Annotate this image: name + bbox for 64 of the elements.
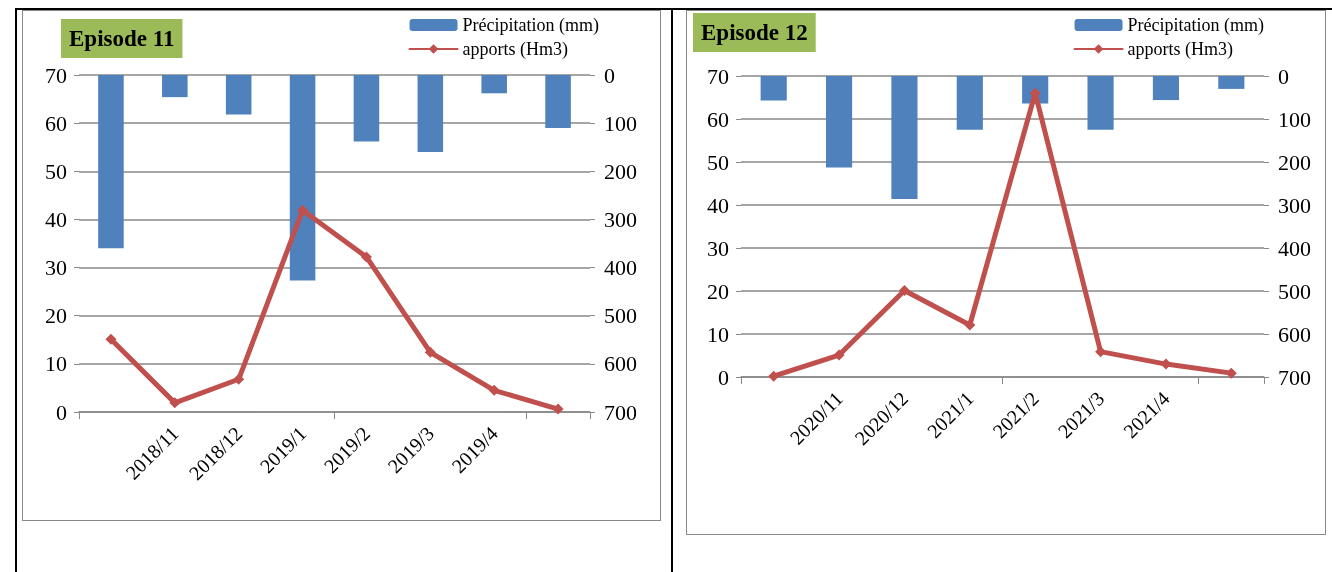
y2-tick-label: 600 [604,351,637,377]
bar [481,75,507,94]
point [898,285,910,297]
bar [417,75,444,153]
y-tick-label: 50 [45,158,67,184]
y2-tick-label: 700 [604,399,637,425]
point [424,346,436,358]
y2-tick-label: 0 [604,62,615,88]
chart-title: Episode 11 [69,26,175,51]
y-tick-label: 70 [707,63,729,89]
point [488,384,500,396]
y2-tick-label: 500 [1278,278,1311,304]
y-tick-label: 40 [707,192,729,218]
y-tick-label: 0 [718,364,729,390]
y-tick-label: 10 [707,321,729,347]
bar [825,76,853,168]
bar [353,75,380,142]
point [105,333,117,345]
y2-tick-label: 300 [1278,192,1311,218]
point [233,373,245,385]
y2-tick-label: 500 [604,303,637,329]
bar [162,75,188,98]
y2-tick-label: 300 [604,206,637,232]
y-tick-label: 10 [45,351,67,377]
legend-label: Précipitation (mm) [462,15,600,36]
y-tick-label: 60 [707,106,729,132]
legend-label: apports (Hm3) [1127,39,1234,60]
y-tick-label: 30 [707,235,729,261]
bar [98,75,124,249]
y2-tick-label: 400 [1278,235,1311,261]
point [552,403,564,415]
y-tick-label: 0 [56,399,67,425]
y2-tick-label: 700 [1278,364,1311,390]
y2-tick-label: 200 [1278,149,1311,175]
y-tick-label: 70 [45,62,67,88]
chart-title: Episode 12 [701,20,808,45]
bar [225,75,252,115]
bar [1152,76,1180,101]
bar [760,76,787,101]
y2-tick-label: 200 [604,158,637,184]
point [964,319,976,331]
legend-label: apports (Hm3) [462,39,569,60]
y-tick-label: 50 [707,149,729,175]
bar [956,76,983,130]
y-tick-label: 20 [707,278,729,304]
legend-label: Précipitation (mm) [1127,15,1265,36]
bar [1087,76,1114,130]
y-tick-label: 30 [45,255,67,281]
y-tick-label: 40 [45,206,67,232]
point [169,397,181,409]
bar [545,75,571,128]
y2-tick-label: 0 [1278,63,1289,89]
y2-tick-label: 100 [1278,106,1311,132]
bar [891,76,918,199]
point [297,204,309,216]
y2-tick-label: 100 [604,110,637,136]
bar [289,75,316,281]
bar [1218,76,1245,89]
y-tick-label: 20 [45,303,67,329]
y-tick-label: 60 [45,110,67,136]
y2-tick-label: 600 [1278,321,1311,347]
point [833,349,845,361]
point [360,251,372,263]
y2-tick-label: 400 [604,255,637,281]
